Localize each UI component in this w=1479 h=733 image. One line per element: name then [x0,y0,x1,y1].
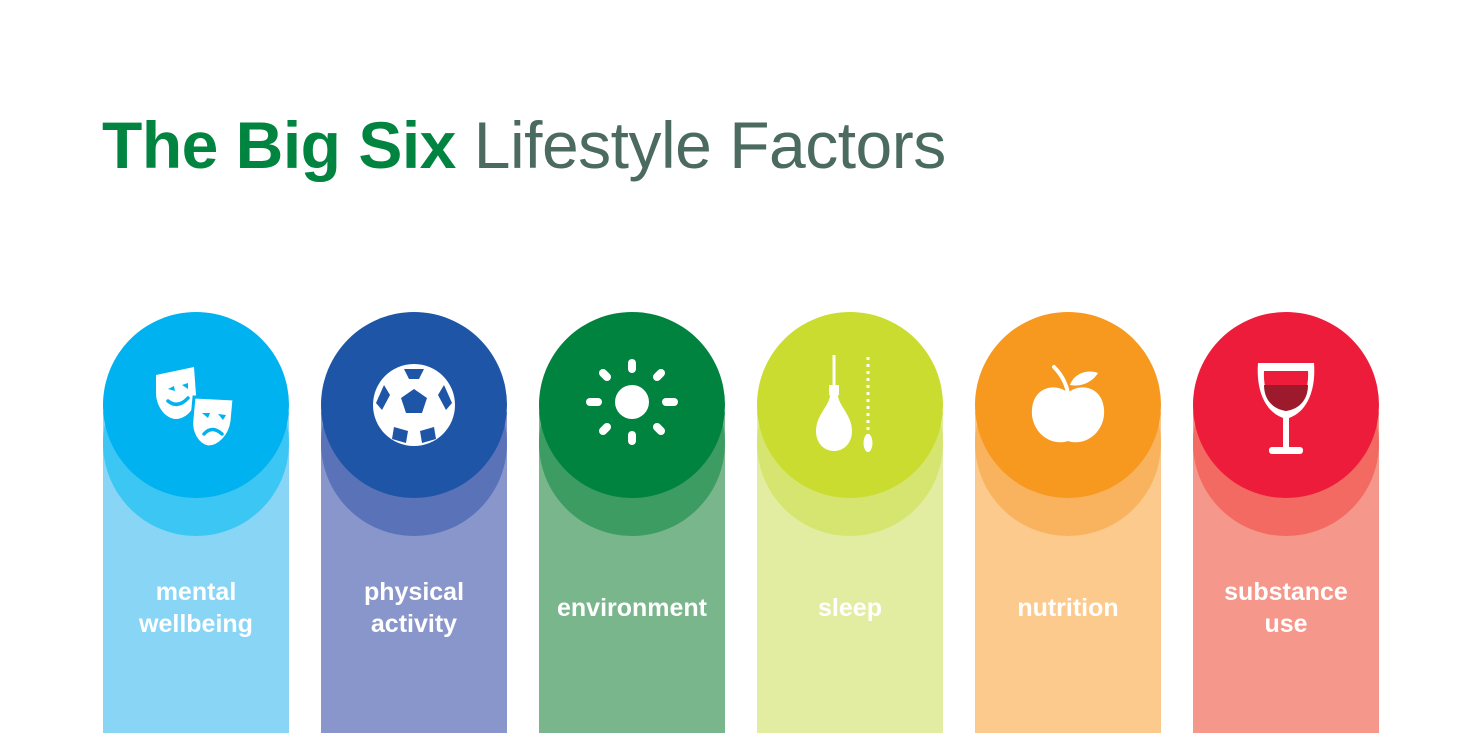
factor-label-line: activity [370,610,458,638]
factor-mental-wellbeing: mental wellbeing [103,312,289,733]
factor-label-line: physical [363,578,465,606]
wine-glass-icon [1257,363,1315,454]
factor-nutrition: nutrition [975,312,1161,733]
apple-icon [1031,365,1105,443]
factor-label-line: substance [1224,578,1348,606]
factor-label-line: mental [155,578,237,606]
factor-label-line: environment [556,594,708,622]
factor-label: environment [539,592,725,624]
title-bold: The Big Six [102,108,456,182]
theater-masks-icon [156,367,236,449]
page-title: The Big Six Lifestyle Factors [102,100,946,190]
factor-substance-use: substance use [1193,312,1379,733]
factor-label: nutrition [975,592,1161,624]
title-light: Lifestyle Factors [473,108,947,182]
factor-label-line: wellbeing [139,610,253,638]
sun-icon [586,359,678,445]
light-bulb-icon [816,355,873,452]
factor-label: sleep [757,592,943,624]
factor-label-line: sleep [818,594,882,622]
factor-physical-activity: physical activity [321,312,507,733]
factor-environment: environment [539,312,725,733]
factor-label: mental wellbeing [103,576,289,640]
factor-sleep: sleep [757,312,943,733]
factor-label-line: use [1264,610,1308,638]
factor-label: physical activity [321,576,507,640]
soccer-ball-icon [373,364,455,446]
factor-label-line: nutrition [1017,594,1119,622]
factor-label: substance use [1193,576,1379,640]
factor-disc [757,312,943,498]
